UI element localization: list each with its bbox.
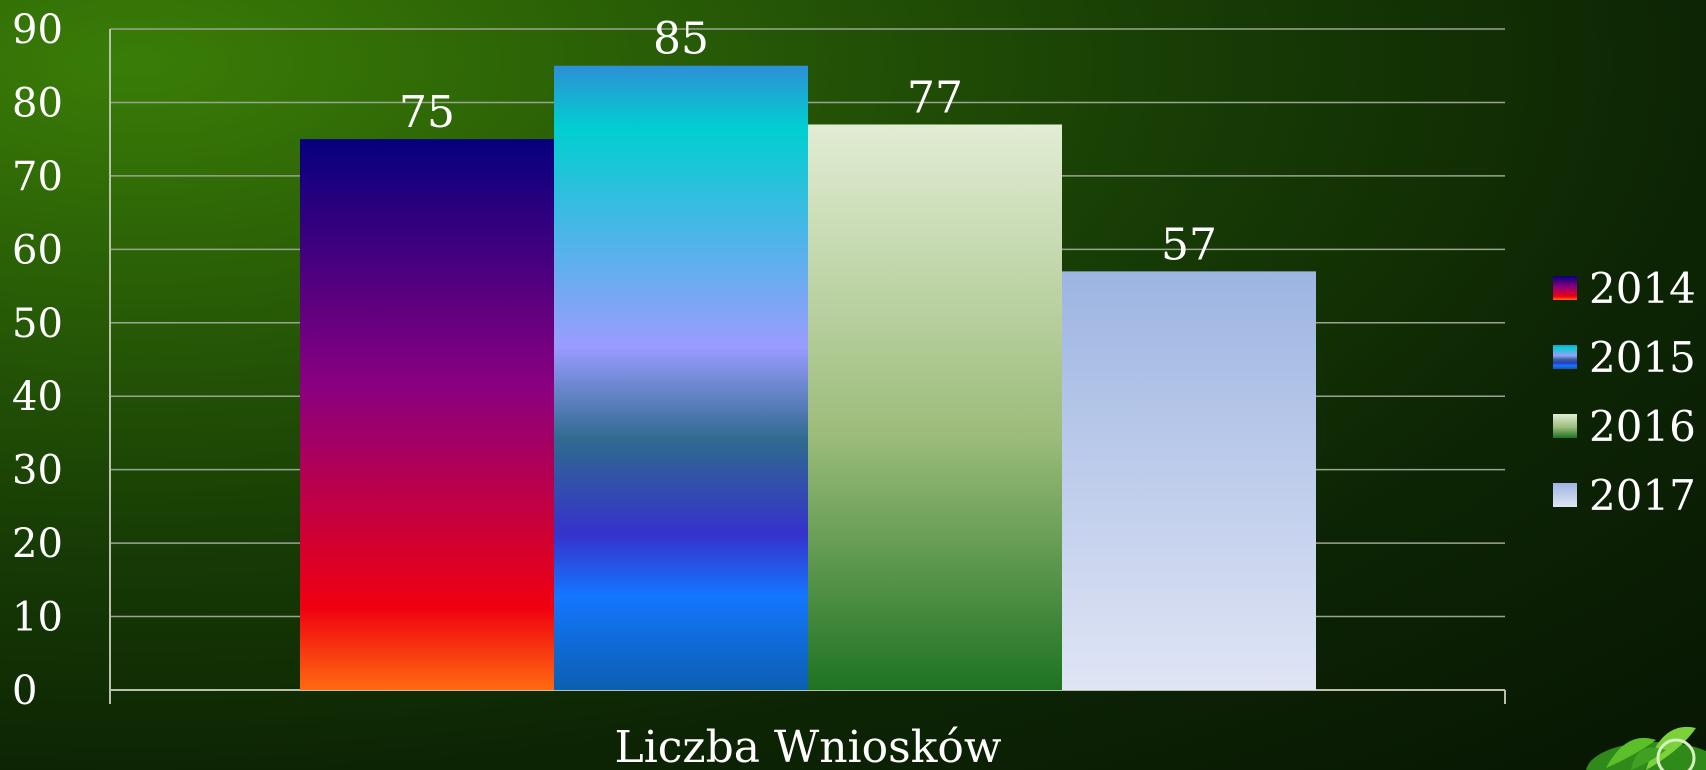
data-label-2016: 77: [907, 72, 963, 123]
bar-2017: [1062, 271, 1316, 690]
y-tick-label: 10: [12, 595, 63, 641]
leaf-icon: [1536, 710, 1706, 770]
legend: 2014 2015 2016 2017: [1553, 264, 1696, 520]
data-label-2017: 57: [1161, 219, 1217, 270]
legend-label-2015: 2015: [1589, 333, 1696, 382]
bar-2016: [808, 124, 1062, 690]
legend-label-2017: 2017: [1589, 471, 1696, 520]
axes: 0 10 20 30 40 50 60 70 80 90 Liczba Wniosków: [12, 7, 1506, 770]
data-label-2014: 75: [399, 87, 455, 138]
y-tick-label: 80: [12, 80, 63, 126]
y-tick-label: 20: [12, 521, 63, 567]
x-category-label: Liczba Wniosków: [614, 722, 1001, 770]
legend-swatch-2017: [1553, 483, 1577, 507]
y-tick-label: 60: [12, 227, 63, 273]
bars: [300, 65, 1316, 690]
y-tick-label: 40: [12, 374, 63, 420]
y-tick-label: 50: [12, 301, 63, 347]
legend-swatch-2014: [1553, 276, 1577, 300]
y-tick-label: 90: [12, 7, 63, 53]
y-tick-label: 30: [12, 448, 63, 494]
legend-label-2014: 2014: [1589, 264, 1696, 313]
legend-swatch-2016: [1553, 414, 1577, 438]
data-labels: 75 85 77 57: [399, 14, 1217, 271]
y-tick-label: 0: [12, 668, 37, 714]
legend-swatch-2015: [1553, 345, 1577, 369]
bar-2014: [300, 139, 554, 690]
data-label-2015: 85: [653, 14, 709, 65]
y-tick-label: 70: [12, 154, 63, 200]
bar-2015: [554, 65, 808, 690]
legend-label-2016: 2016: [1589, 402, 1696, 451]
